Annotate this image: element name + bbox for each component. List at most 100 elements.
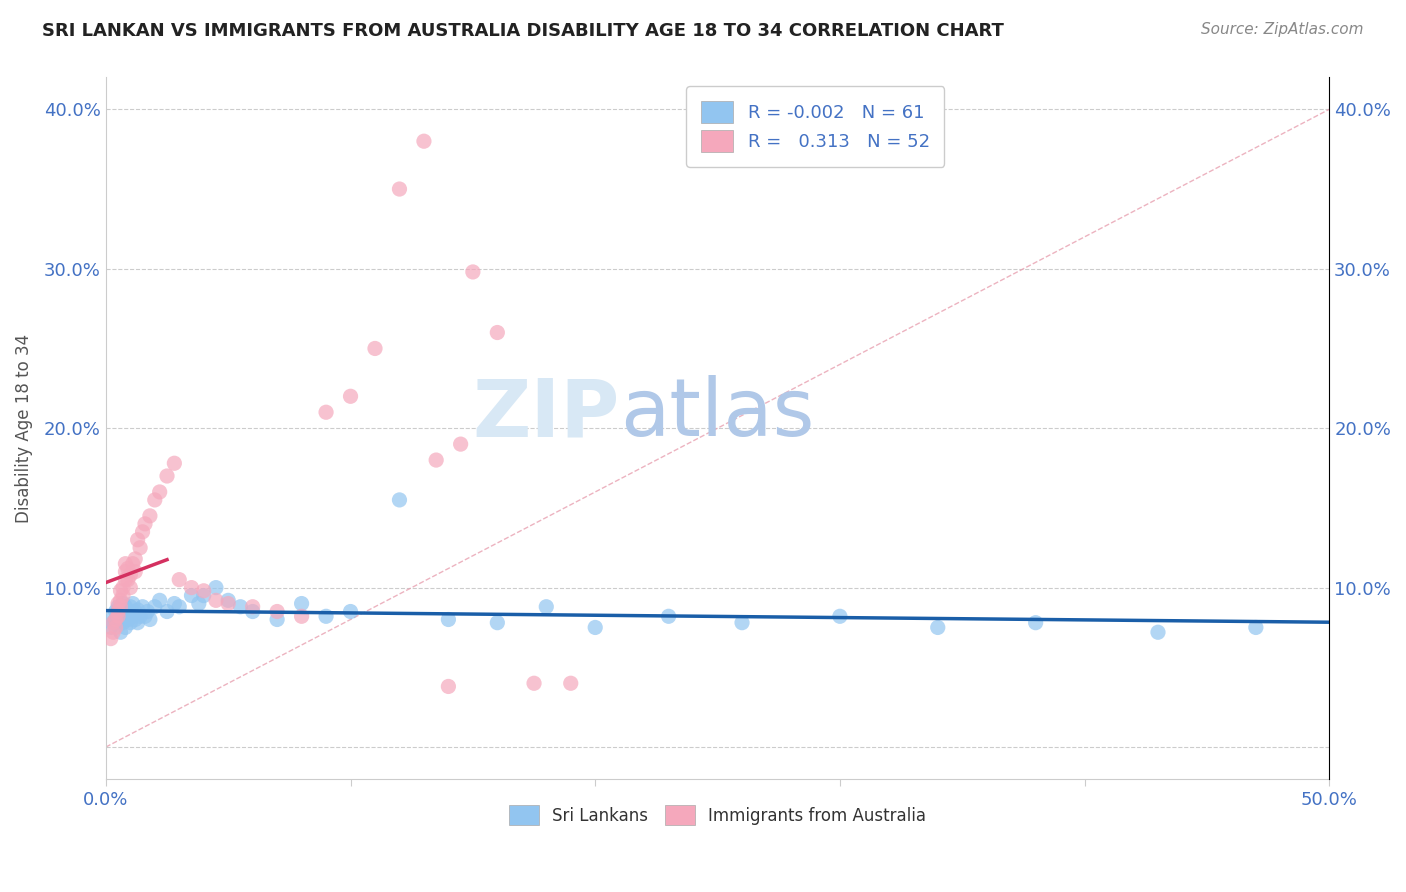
Point [156, 469, 179, 483]
Point [167, 573, 190, 587]
Point [242, 605, 264, 619]
Point [187, 597, 209, 611]
Point [180, 589, 202, 603]
Point [131, 599, 153, 614]
Point [217, 593, 239, 607]
Point [291, 609, 314, 624]
Point [437, 680, 460, 694]
Point [180, 581, 202, 595]
Point [121, 557, 143, 571]
Point [167, 599, 190, 614]
Point [111, 589, 134, 603]
Point [229, 599, 252, 614]
Point [461, 265, 484, 279]
Point [205, 593, 228, 607]
Point [107, 605, 129, 619]
Point [120, 615, 142, 630]
Point [388, 492, 411, 507]
Point [425, 453, 447, 467]
Point [117, 561, 139, 575]
Point [127, 533, 149, 547]
Point [136, 605, 159, 619]
Text: Source: ZipAtlas.com: Source: ZipAtlas.com [1201, 22, 1364, 37]
Point [124, 605, 146, 619]
Point [104, 612, 127, 626]
Point [107, 609, 129, 624]
Point [114, 573, 136, 587]
Point [120, 581, 142, 595]
Point [315, 405, 337, 419]
Point [107, 609, 129, 624]
Point [193, 589, 215, 603]
Y-axis label: Disability Age 18 to 34: Disability Age 18 to 34 [15, 334, 32, 523]
Point [111, 597, 134, 611]
Point [104, 612, 127, 626]
Point [413, 134, 436, 148]
Point [731, 615, 754, 630]
Point [117, 605, 139, 619]
Point [129, 609, 152, 624]
Point [110, 583, 132, 598]
Point [124, 612, 146, 626]
Point [114, 609, 136, 624]
Point [134, 609, 156, 624]
Point [149, 485, 172, 500]
Point [1025, 615, 1047, 630]
Point [156, 605, 179, 619]
Point [163, 597, 186, 611]
Point [486, 615, 509, 630]
Text: SRI LANKAN VS IMMIGRANTS FROM AUSTRALIA DISABILITY AGE 18 TO 34 CORRELATION CHAR: SRI LANKAN VS IMMIGRANTS FROM AUSTRALIA … [42, 22, 1004, 40]
Point [111, 581, 134, 595]
Point [364, 342, 387, 356]
Point [523, 676, 546, 690]
Point [388, 182, 411, 196]
Point [143, 599, 166, 614]
Point [114, 620, 136, 634]
Point [339, 389, 361, 403]
Point [127, 603, 149, 617]
Point [134, 516, 156, 531]
Point [120, 609, 142, 624]
Point [339, 605, 361, 619]
Point [111, 605, 134, 619]
Point [117, 573, 139, 587]
Point [110, 599, 132, 614]
Point [114, 565, 136, 579]
Point [103, 615, 125, 630]
Point [193, 583, 215, 598]
Point [110, 603, 132, 617]
Point [103, 615, 125, 630]
Point [1147, 625, 1170, 640]
Point [103, 609, 125, 624]
Point [100, 632, 122, 646]
Point [121, 609, 143, 624]
Text: ZIP: ZIP [472, 376, 620, 453]
Point [120, 599, 142, 614]
Text: atlas: atlas [620, 376, 814, 453]
Point [242, 599, 264, 614]
Point [114, 557, 136, 571]
Point [291, 597, 314, 611]
Point [110, 625, 132, 640]
Point [127, 615, 149, 630]
Point [107, 599, 129, 614]
Point [121, 597, 143, 611]
Point [1244, 620, 1267, 634]
Point [927, 620, 949, 634]
Point [124, 565, 146, 579]
Point [163, 456, 186, 470]
Point [104, 620, 127, 634]
Point [560, 676, 582, 690]
Point [139, 612, 162, 626]
Point [266, 605, 288, 619]
Point [104, 605, 127, 619]
Legend: Sri Lankans, Immigrants from Australia: Sri Lankans, Immigrants from Australia [501, 797, 935, 834]
Point [120, 567, 142, 582]
Point [129, 541, 152, 555]
Point [266, 612, 288, 626]
Point [131, 524, 153, 539]
Point [536, 599, 558, 614]
Point [437, 612, 460, 626]
Point [114, 599, 136, 614]
Point [110, 612, 132, 626]
